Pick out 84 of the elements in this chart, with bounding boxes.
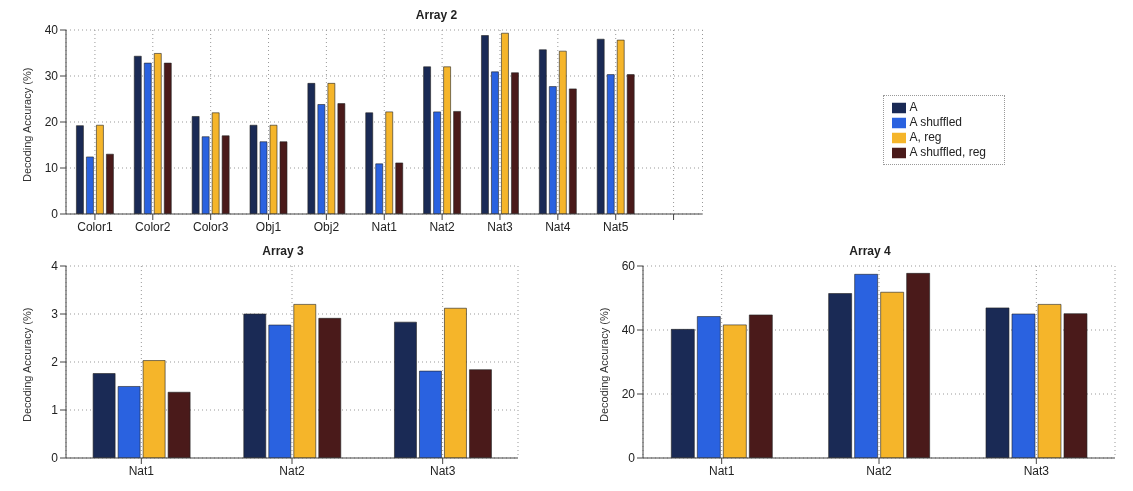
bar bbox=[697, 316, 721, 458]
legend-label: A shuffled bbox=[909, 115, 962, 130]
y-tick-label: 0 bbox=[51, 451, 59, 466]
y-tick-label: 4 bbox=[51, 259, 59, 274]
bar bbox=[616, 39, 625, 214]
bar bbox=[569, 88, 577, 214]
x-tick-label: Obj1 bbox=[255, 219, 282, 234]
legend-label: A shuffled, reg bbox=[909, 144, 986, 159]
bar bbox=[511, 72, 519, 214]
bar bbox=[395, 162, 404, 214]
bar bbox=[453, 111, 461, 214]
x-tick-label: Obj2 bbox=[313, 219, 340, 234]
bar bbox=[96, 124, 104, 214]
bar bbox=[365, 112, 374, 214]
y-tick-label: 0 bbox=[628, 451, 636, 466]
bar bbox=[243, 313, 267, 458]
bar bbox=[469, 369, 492, 458]
bar bbox=[501, 32, 509, 214]
bar bbox=[293, 304, 317, 458]
legend-label: A bbox=[909, 100, 918, 115]
y-tick-label: 3 bbox=[51, 307, 59, 322]
y-tick-label: 20 bbox=[44, 115, 59, 130]
bar bbox=[444, 307, 467, 458]
y-tick-label: 30 bbox=[44, 69, 59, 84]
bar bbox=[133, 55, 142, 214]
bar bbox=[419, 370, 442, 458]
bar bbox=[606, 74, 615, 214]
bar bbox=[854, 274, 878, 458]
bar bbox=[491, 71, 499, 214]
x-tick-label: Color1 bbox=[77, 219, 113, 234]
bar bbox=[143, 62, 152, 214]
chart-title: Array 2 bbox=[414, 8, 459, 24]
bar bbox=[385, 111, 394, 214]
chart-title: Array 4 bbox=[848, 244, 892, 260]
y-axis-title: Decoding Accuracy (%) bbox=[20, 307, 33, 422]
y-tick-label: 60 bbox=[621, 259, 636, 274]
bar bbox=[76, 125, 84, 214]
x-tick-label: Nat3 bbox=[429, 463, 456, 478]
bar bbox=[394, 321, 417, 458]
bar bbox=[86, 156, 94, 214]
y-tick-label: 40 bbox=[621, 323, 636, 338]
x-tick-label: Color3 bbox=[192, 219, 229, 234]
bar bbox=[423, 66, 431, 214]
bar bbox=[268, 324, 292, 458]
y-tick-label: 40 bbox=[44, 23, 59, 38]
bar bbox=[723, 324, 747, 458]
bar bbox=[671, 329, 695, 458]
x-tick-label: Nat1 bbox=[371, 219, 398, 234]
bar bbox=[153, 53, 162, 214]
legend-label: A, reg bbox=[909, 130, 942, 144]
bar bbox=[318, 318, 342, 458]
bar bbox=[539, 49, 547, 214]
y-tick-label: 20 bbox=[621, 387, 636, 402]
bar bbox=[559, 50, 567, 214]
x-tick-label: Nat1 bbox=[708, 463, 735, 478]
bar bbox=[163, 62, 172, 214]
x-tick-label: Nat4 bbox=[545, 219, 571, 234]
bar bbox=[433, 111, 441, 214]
x-tick-label: Nat2 bbox=[429, 219, 456, 234]
bar bbox=[443, 66, 451, 214]
x-tick-label: Nat3 bbox=[1023, 463, 1050, 478]
bar bbox=[106, 153, 114, 214]
y-axis-title: Decoding Accuracy (%) bbox=[20, 67, 33, 182]
bar bbox=[828, 293, 852, 458]
bar bbox=[749, 314, 773, 458]
bar bbox=[880, 291, 904, 458]
y-axis-title: Decoding Accuracy (%) bbox=[597, 307, 610, 422]
bar bbox=[481, 35, 489, 214]
x-tick-label: Nat5 bbox=[603, 219, 629, 234]
bar bbox=[626, 74, 635, 214]
y-tick-label: 0 bbox=[51, 207, 59, 222]
y-tick-label: 10 bbox=[44, 161, 59, 176]
x-tick-label: Nat1 bbox=[128, 463, 155, 478]
x-tick-label: Color2 bbox=[135, 219, 171, 234]
bar bbox=[906, 273, 930, 458]
bar bbox=[375, 163, 384, 214]
x-tick-label: Nat3 bbox=[487, 219, 513, 234]
y-tick-label: 2 bbox=[51, 355, 59, 370]
x-tick-label: Nat2 bbox=[279, 463, 305, 478]
y-tick-label: 1 bbox=[51, 403, 59, 418]
bar bbox=[549, 86, 557, 214]
bar bbox=[596, 38, 605, 214]
x-tick-label: Nat2 bbox=[866, 463, 892, 478]
chart-title: Array 3 bbox=[261, 244, 305, 260]
